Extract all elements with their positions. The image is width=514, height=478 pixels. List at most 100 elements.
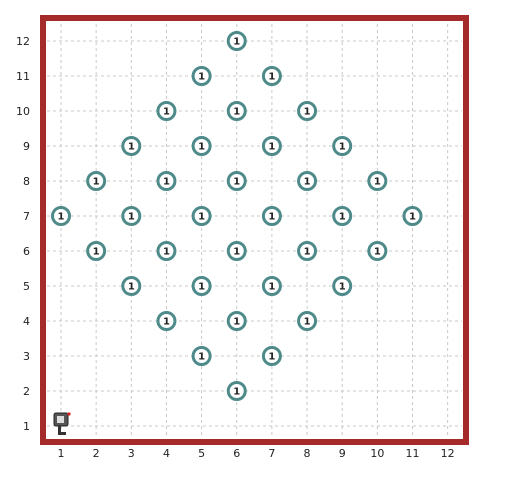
robot-leg — [58, 426, 61, 433]
beeper-ring — [226, 241, 247, 261]
beeper-ring — [86, 171, 107, 191]
beeper-count: 1 — [233, 387, 240, 398]
beeper-count: 1 — [163, 247, 170, 258]
beeper-ring — [261, 136, 282, 156]
beeper-count: 1 — [268, 352, 275, 363]
beeper-ring — [121, 136, 142, 156]
beeper-count: 1 — [128, 282, 135, 293]
beeper-ring — [156, 171, 177, 191]
y-axis-label: 11 — [16, 70, 30, 83]
beeper: 1 — [261, 206, 282, 226]
beeper: 1 — [51, 206, 71, 226]
beeper-count: 1 — [128, 212, 135, 223]
beeper: 1 — [261, 136, 282, 156]
x-axis-label: 8 — [304, 447, 311, 460]
y-axis-label: 8 — [23, 175, 30, 188]
x-axis-label: 5 — [198, 447, 205, 460]
beeper-ring — [402, 206, 423, 226]
y-axis-label: 3 — [23, 350, 30, 363]
beeper: 1 — [191, 206, 212, 226]
beeper-ring — [297, 171, 318, 191]
beeper-count: 1 — [233, 107, 240, 118]
x-axis-label: 11 — [406, 447, 420, 460]
x-axis-label: 6 — [233, 447, 240, 460]
y-axis-label: 5 — [23, 280, 30, 293]
beeper-count: 1 — [268, 142, 275, 153]
beeper-ring — [191, 346, 212, 366]
beeper-ring — [261, 66, 282, 86]
beeper-count: 1 — [58, 212, 65, 223]
beeper-ring — [367, 241, 388, 261]
beeper-count: 1 — [198, 352, 205, 363]
y-axis-label: 9 — [23, 140, 30, 153]
beeper-count: 1 — [409, 212, 416, 223]
beeper: 1 — [156, 101, 177, 121]
beeper-count: 1 — [374, 247, 381, 258]
beeper-count: 1 — [339, 142, 346, 153]
robot-screen — [57, 416, 64, 423]
beeper-ring — [226, 171, 247, 191]
beeper: 1 — [332, 136, 353, 156]
beeper-count: 1 — [268, 212, 275, 223]
robot-icon — [53, 412, 71, 435]
beeper: 1 — [332, 276, 353, 296]
beeper-ring — [297, 101, 318, 121]
beeper-ring — [191, 206, 212, 226]
beeper-count: 1 — [339, 282, 346, 293]
robot-foot — [58, 432, 66, 435]
beeper-count: 1 — [198, 212, 205, 223]
beeper: 1 — [261, 276, 282, 296]
beeper: 1 — [156, 171, 177, 191]
y-axis-label: 6 — [23, 245, 30, 258]
x-axis-label: 1 — [58, 447, 65, 460]
beeper-count: 1 — [304, 107, 311, 118]
beeper-count: 1 — [233, 37, 240, 48]
beeper-ring — [332, 276, 353, 296]
beeper-ring — [51, 206, 71, 226]
beeper-count: 1 — [198, 72, 205, 83]
beeper: 1 — [261, 346, 282, 366]
beeper: 1 — [226, 171, 247, 191]
beeper: 1 — [297, 311, 318, 331]
beeper-ring — [226, 311, 247, 331]
beeper-count: 1 — [198, 282, 205, 293]
beeper-ring — [121, 206, 142, 226]
beeper-count: 1 — [374, 177, 381, 188]
beeper: 1 — [367, 241, 388, 261]
beeper-count: 1 — [268, 282, 275, 293]
beeper-ring — [191, 276, 212, 296]
beeper: 1 — [191, 66, 212, 86]
y-axis-label: 1 — [23, 420, 30, 433]
x-axis-label: 3 — [128, 447, 135, 460]
x-axis-label: 2 — [93, 447, 100, 460]
beeper-count: 1 — [163, 317, 170, 328]
beeper-ring — [332, 206, 353, 226]
beeper-ring — [226, 31, 247, 51]
beeper-count: 1 — [233, 177, 240, 188]
beeper-count: 1 — [93, 247, 100, 258]
robot-antenna — [67, 412, 71, 416]
beeper-count: 1 — [163, 177, 170, 188]
beeper-ring — [226, 101, 247, 121]
x-axis-label: 4 — [163, 447, 170, 460]
beeper: 1 — [191, 136, 212, 156]
beeper-count: 1 — [233, 317, 240, 328]
beeper: 1 — [297, 101, 318, 121]
beeper-ring — [226, 381, 247, 401]
beeper: 1 — [226, 381, 247, 401]
beeper: 1 — [226, 241, 247, 261]
beeper-ring — [261, 346, 282, 366]
beeper-ring — [191, 136, 212, 156]
beeper-count: 1 — [304, 177, 311, 188]
beeper-ring — [156, 241, 177, 261]
beeper-count: 1 — [233, 247, 240, 258]
beeper: 1 — [367, 171, 388, 191]
beeper: 1 — [261, 66, 282, 86]
beeper-ring — [191, 66, 212, 86]
beeper-count: 1 — [163, 107, 170, 118]
beeper: 1 — [121, 136, 142, 156]
beeper-ring — [261, 276, 282, 296]
y-axis-label: 7 — [23, 210, 30, 223]
beeper-count: 1 — [128, 142, 135, 153]
beeper-count: 1 — [304, 317, 311, 328]
